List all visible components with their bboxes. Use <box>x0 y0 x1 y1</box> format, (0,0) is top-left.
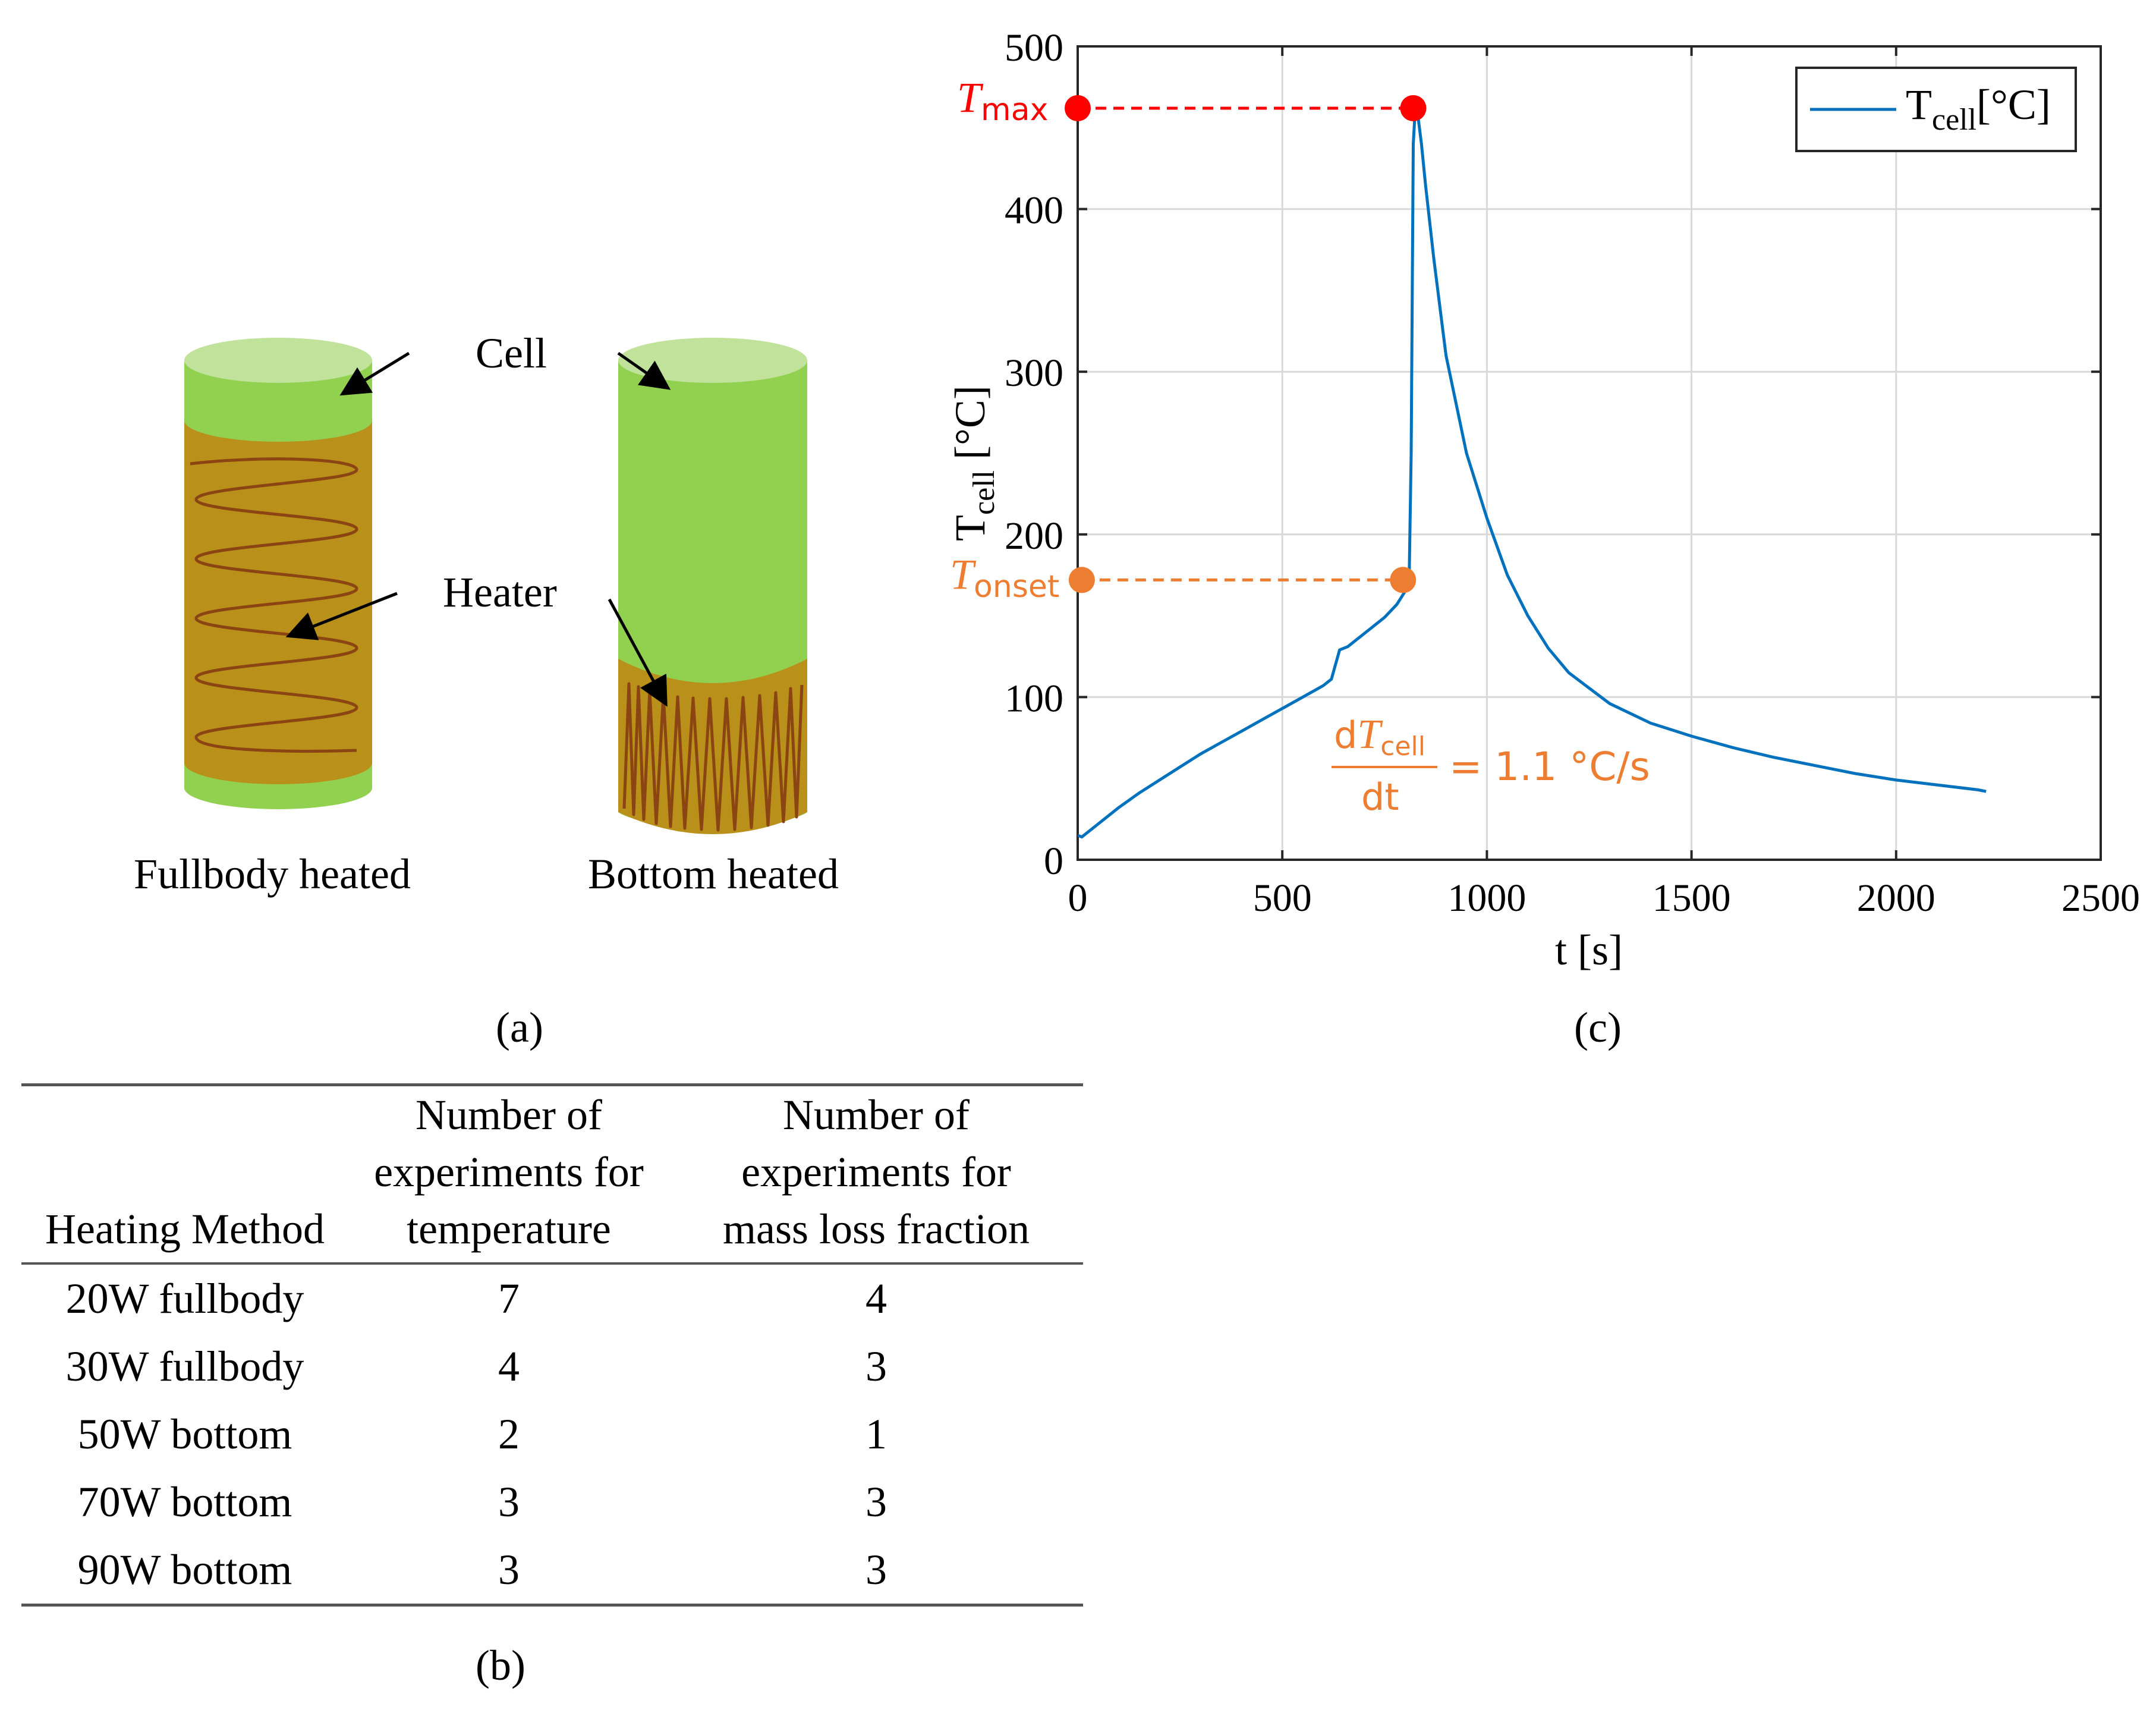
svg-text:= 1.1 °C/s: = 1.1 °C/s <box>1449 744 1650 790</box>
bottom-caption: Bottom heated <box>588 850 839 898</box>
table-cell: 70W bottom <box>77 1478 292 1526</box>
panel-c: 0 500 1000 1500 2000 2500 0 100 200 300 400 500 t [… <box>946 26 2140 1051</box>
table-cell: 30W fullbody <box>65 1343 304 1390</box>
heater-arrow-right <box>608 598 668 707</box>
y-tick-label: 200 <box>1005 514 1063 558</box>
table-cell: 4 <box>498 1343 520 1390</box>
legend-entry: Tcell[°C] <box>1906 81 2051 137</box>
marker-t_onset-axis <box>1068 567 1095 593</box>
table-cell: 1 <box>865 1410 887 1458</box>
header-temperature-count: Number of experiments for temperature <box>374 1091 644 1253</box>
cell-arrow-left <box>339 351 410 396</box>
plot-frame <box>1077 45 2102 861</box>
svg-text:dTcell: dTcell <box>1334 712 1425 762</box>
x-tick-label: 1500 <box>1653 876 1731 920</box>
panel-a: Cell Heater Fullbody heated Bottom heate… <box>134 329 839 1051</box>
x-tick-label: 500 <box>1253 876 1312 920</box>
marker-t_onset-point <box>1390 567 1417 593</box>
table-row: 70W bottom 3 3 <box>21 1468 1083 1536</box>
x-tick-label: 2500 <box>2061 876 2140 920</box>
y-tick-label: 100 <box>1005 677 1063 720</box>
table-row: 20W fullbody 7 4 <box>21 1263 1083 1332</box>
table-cell: 3 <box>865 1343 887 1390</box>
reference-lines <box>1078 106 1414 581</box>
x-tick-label: 1000 <box>1447 876 1526 920</box>
caption-b: (b) <box>476 1642 525 1689</box>
table-row: 50W bottom 2 1 <box>21 1400 1083 1468</box>
table-header-row: Heating Method Number of experiments for… <box>21 1085 1083 1263</box>
x-tick-label: 2000 <box>1857 876 1935 920</box>
tmax-label: Tmax <box>957 74 1048 128</box>
y-tick-label: 400 <box>1005 189 1063 232</box>
heater-label: Heater <box>443 568 557 616</box>
table-cell: 3 <box>498 1478 520 1526</box>
table-cell: 2 <box>498 1410 520 1458</box>
rate-annotation: dTcell dt = 1.1 °C/s <box>1332 712 1650 819</box>
cell-label: Cell <box>476 329 547 377</box>
chart-tick-labels: 0 500 1000 1500 2000 2500 0 100 200 300 400 500 <box>1005 26 2140 920</box>
chart-legend: Tcell[°C] <box>1795 67 2077 152</box>
y-tick-label: 500 <box>1005 26 1063 70</box>
x-axis-label: t [s] <box>1555 926 1623 974</box>
y-tick-label: 0 <box>1044 840 1063 883</box>
fullbody-caption: Fullbody heated <box>134 850 411 898</box>
y-tick-label: 300 <box>1005 351 1063 395</box>
marker-t_max-point <box>1400 95 1427 121</box>
tonset-label: Tonset <box>950 551 1059 605</box>
table-cell: 90W bottom <box>77 1546 292 1593</box>
cell-fullbody-illustration <box>184 338 372 809</box>
table-cell: 20W fullbody <box>65 1275 304 1322</box>
table-row: 90W bottom 3 3 <box>21 1536 1083 1605</box>
table-cell: 7 <box>498 1275 520 1322</box>
heater-coil-bottom <box>622 682 804 832</box>
cell-bottom-illustration <box>618 338 807 834</box>
table-cell: 4 <box>865 1275 887 1322</box>
table-cell: 50W bottom <box>77 1410 292 1458</box>
y-axis-label: Tcell [°C] <box>946 385 1001 541</box>
caption-c: (c) <box>1574 1004 1622 1051</box>
chart-ticks <box>1077 45 2102 861</box>
svg-text:dt: dt <box>1361 775 1399 819</box>
experiments-table: Heating Method Number of experiments for… <box>21 1083 1083 1607</box>
table-row: 30W fullbody 4 3 <box>21 1332 1083 1400</box>
chart-grid <box>1078 46 2101 860</box>
table-cell: 3 <box>865 1546 887 1593</box>
header-mass-loss-count: Number of experiments for mass loss frac… <box>723 1091 1030 1253</box>
table-cell: 3 <box>865 1478 887 1526</box>
series-line-tcell <box>1078 103 1987 839</box>
caption-a: (a) <box>496 1004 543 1051</box>
marker-t_max-axis <box>1065 95 1091 121</box>
table-cell: 3 <box>498 1546 520 1593</box>
header-heating-method: Heating Method <box>45 1205 325 1253</box>
x-tick-label: 0 <box>1068 876 1088 920</box>
chart-markers <box>1065 95 1427 593</box>
heater-arrow-left <box>285 592 398 640</box>
heater-coil-fullbody <box>190 457 358 753</box>
cell-arrow-right <box>617 351 671 390</box>
